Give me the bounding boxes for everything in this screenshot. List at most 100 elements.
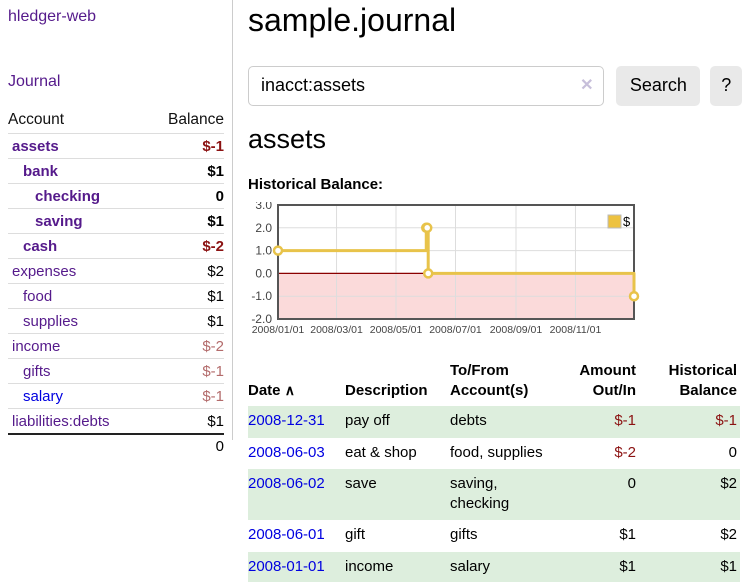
account-balance: $1 bbox=[147, 308, 224, 334]
col-balance: Historical Balance bbox=[668, 361, 737, 400]
register-date-cell: 2008-01-01 bbox=[248, 552, 345, 582]
register-balance: 0 bbox=[728, 443, 737, 461]
svg-text:2.0: 2.0 bbox=[255, 221, 272, 235]
search-button[interactable]: Search bbox=[616, 65, 701, 106]
account-row: checking 0 bbox=[8, 183, 224, 209]
search-bar: ✕ Search ? bbox=[248, 65, 742, 106]
col-description: Description bbox=[345, 382, 428, 400]
date-link[interactable]: 2008-06-02 bbox=[248, 474, 325, 492]
register-accounts: food, supplies bbox=[450, 443, 543, 461]
register-accounts: debts bbox=[450, 412, 487, 430]
account-row: gifts $-1 bbox=[8, 358, 224, 384]
date-link[interactable]: 2008-06-03 bbox=[248, 443, 325, 461]
register-amount: 0 bbox=[627, 474, 636, 492]
search-input-wrap: ✕ bbox=[248, 65, 605, 106]
register-description: eat & shop bbox=[345, 443, 417, 461]
account-link[interactable]: food bbox=[8, 283, 148, 309]
register-description: save bbox=[345, 474, 377, 492]
accounts-total-spacer bbox=[8, 433, 148, 458]
sidebar-item-journal[interactable]: Journal bbox=[8, 73, 61, 90]
account-link[interactable]: assets bbox=[8, 133, 148, 159]
register-balance: $2 bbox=[720, 474, 737, 492]
accounts-col-balance: Balance bbox=[147, 108, 224, 134]
account-row: expenses $2 bbox=[8, 258, 224, 284]
col-accounts: To/From Account(s) bbox=[450, 361, 529, 400]
chart-title: Historical Balance: bbox=[248, 175, 384, 193]
svg-text:2008/07/01: 2008/07/01 bbox=[429, 324, 482, 336]
page-title: sample.journal bbox=[248, 2, 457, 38]
account-balance: $-1 bbox=[147, 133, 224, 159]
register-date-cell: 2008-06-03 bbox=[248, 438, 345, 469]
svg-text:2008/05/01: 2008/05/01 bbox=[370, 324, 423, 336]
register-accounts: saving, checking bbox=[450, 474, 510, 513]
account-link[interactable]: supplies bbox=[8, 308, 148, 334]
accounts-table-body: assets $-1 bank $1 checking 0 saving $1 cash $-2 e… bbox=[8, 133, 224, 435]
account-balance: $-1 bbox=[147, 383, 224, 409]
account-row: saving $1 bbox=[8, 208, 224, 234]
accounts-total-row: 0 bbox=[8, 433, 224, 458]
account-link[interactable]: liabilities:debts bbox=[8, 408, 148, 435]
accounts-col-account: Account bbox=[8, 108, 148, 134]
register-description: pay off bbox=[345, 412, 390, 430]
app-title-link[interactable]: hledger-web bbox=[8, 8, 97, 25]
account-balance: $-2 bbox=[147, 233, 224, 259]
register-amount: $1 bbox=[619, 526, 636, 544]
col-amount: Amount Out/In bbox=[579, 361, 636, 400]
account-link[interactable]: income bbox=[8, 333, 148, 359]
help-button[interactable]: ? bbox=[710, 65, 742, 106]
svg-text:0.0: 0.0 bbox=[255, 266, 272, 280]
svg-text:3.0: 3.0 bbox=[255, 202, 272, 212]
account-link[interactable]: gifts bbox=[8, 358, 148, 384]
register-date-cell: 2008-06-01 bbox=[248, 520, 345, 551]
svg-text:$: $ bbox=[623, 214, 631, 229]
account-row: bank $1 bbox=[8, 158, 224, 184]
account-link[interactable]: checking bbox=[8, 183, 148, 209]
svg-text:-2.0: -2.0 bbox=[251, 312, 272, 326]
main-content: sample.journal ✕ Search ? assets Histori… bbox=[248, 0, 742, 582]
account-link[interactable]: saving bbox=[8, 208, 148, 234]
clear-search-icon[interactable]: ✕ bbox=[580, 76, 594, 94]
svg-text:-1.0: -1.0 bbox=[251, 289, 272, 303]
date-link[interactable]: 2008-12-31 bbox=[248, 412, 325, 430]
col-date-label: Date bbox=[248, 382, 281, 400]
register-row: 2008-01-01 income salary $1 $1 bbox=[248, 551, 740, 582]
date-link[interactable]: 2008-06-01 bbox=[248, 526, 325, 544]
register-amount: $1 bbox=[619, 557, 636, 575]
register-header-row: Date ∧ Description To/From Account(s) Am… bbox=[248, 358, 740, 407]
register-description: income bbox=[345, 557, 394, 575]
search-input[interactable] bbox=[248, 65, 605, 106]
accounts-total-value: 0 bbox=[147, 433, 224, 458]
register-row: 2008-06-01 gift gifts $1 $2 bbox=[248, 520, 740, 551]
register-accounts: gifts bbox=[450, 526, 478, 544]
account-row: assets $-1 bbox=[8, 133, 224, 159]
account-link[interactable]: salary bbox=[8, 383, 148, 409]
sort-asc-icon: ∧ bbox=[284, 382, 295, 399]
register-balance: $-1 bbox=[715, 412, 737, 430]
register-date-cell: 2008-06-02 bbox=[248, 469, 345, 521]
svg-text:2008/03/01: 2008/03/01 bbox=[310, 324, 363, 336]
account-link[interactable]: bank bbox=[8, 158, 148, 184]
register-balance: $2 bbox=[720, 526, 737, 544]
register-description: gift bbox=[345, 526, 366, 544]
account-link[interactable]: expenses bbox=[8, 258, 148, 284]
account-balance: $1 bbox=[147, 408, 224, 435]
account-link[interactable]: cash bbox=[8, 233, 148, 259]
account-balance: 0 bbox=[147, 183, 224, 209]
account-row: liabilities:debts $1 bbox=[8, 408, 224, 435]
svg-text:2008/11/01: 2008/11/01 bbox=[550, 324, 602, 336]
register-amount: $-1 bbox=[614, 412, 636, 430]
col-date: Date ∧ bbox=[248, 358, 345, 407]
register-table-body: 2008-12-31 pay off debts $-1 $-1 2008-06-03 ea… bbox=[248, 406, 740, 582]
date-link[interactable]: 2008-01-01 bbox=[248, 557, 325, 575]
account-row: income $-2 bbox=[8, 333, 224, 359]
accounts-header-row: Account Balance bbox=[8, 108, 224, 134]
account-row: food $1 bbox=[8, 283, 224, 309]
account-heading: assets bbox=[248, 123, 327, 154]
account-balance: $1 bbox=[147, 208, 224, 234]
register-row: 2008-12-31 pay off debts $-1 $-1 bbox=[248, 406, 740, 438]
account-balance: $1 bbox=[147, 158, 224, 184]
svg-text:2008/01/01: 2008/01/01 bbox=[252, 324, 305, 336]
account-balance: $-2 bbox=[147, 333, 224, 359]
